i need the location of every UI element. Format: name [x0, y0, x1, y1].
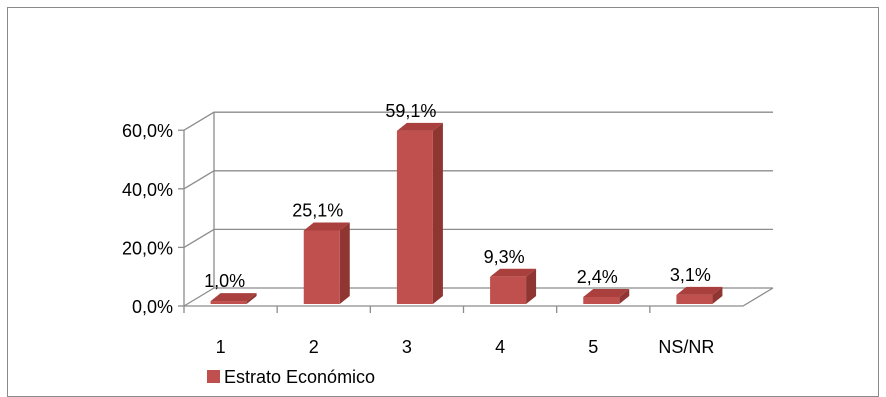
y-tick-label: 60,0% [122, 121, 173, 141]
legend-swatch [207, 370, 220, 383]
bar-side [246, 293, 257, 304]
gridline [183, 170, 773, 190]
legend: Estrato Económico [207, 367, 375, 387]
data-label: 2,4% [577, 267, 618, 287]
x-tick-labels: 1 2 3 4 5 NS/NR [216, 337, 715, 357]
bar-front [303, 230, 340, 304]
bar-top [490, 268, 537, 277]
bar [210, 293, 257, 304]
bar [396, 122, 443, 304]
x-tick-label: NS/NR [658, 337, 714, 357]
bar [490, 268, 537, 304]
gridline [183, 111, 773, 131]
bar-top [210, 293, 257, 302]
bar-top [676, 286, 723, 295]
data-labels: 1,0% 25,1% 59,1% 9,3% 2,4% 3,1% [204, 101, 711, 291]
y-tick-labels: 0,0% 20,0% 40,0% 60,0% [122, 121, 173, 317]
x-tick-label: 4 [495, 337, 505, 357]
bar-front [210, 301, 247, 304]
bar-front [583, 296, 620, 304]
bar-side [712, 286, 723, 304]
y-tick-label: 40,0% [122, 180, 173, 200]
bar-front [396, 130, 433, 304]
bars [210, 122, 723, 304]
bar [676, 286, 723, 304]
bar-side [526, 268, 537, 304]
bar-side [619, 288, 630, 304]
gridline [183, 228, 773, 248]
bar-side [432, 122, 443, 304]
chart-frame: 0,0% 20,0% 40,0% 60,0% 1 2 3 4 5 NS/NR 1,0% 25,1%… [7, 7, 879, 397]
bar-top [303, 222, 350, 231]
x-tick-label: 3 [402, 337, 412, 357]
bar-front [490, 276, 527, 304]
data-label: 3,1% [670, 265, 711, 285]
data-label: 25,1% [292, 200, 343, 220]
legend-label: Estrato Económico [224, 367, 375, 387]
x-tick-label: 2 [309, 337, 319, 357]
y-tick-label: 20,0% [122, 238, 173, 258]
axes [178, 112, 774, 313]
data-label: 9,3% [484, 247, 525, 267]
x-tick-label: 5 [588, 337, 598, 357]
data-label: 1,0% [204, 271, 245, 291]
bar-front [676, 294, 713, 304]
bar-top [396, 122, 443, 131]
y-tick-label: 0,0% [132, 297, 173, 317]
bar [303, 222, 350, 304]
bar-chart: 0,0% 20,0% 40,0% 60,0% 1 2 3 4 5 NS/NR 1,0% 25,1%… [122, 101, 774, 387]
bar [583, 288, 630, 304]
bar-top [583, 288, 630, 297]
data-label: 59,1% [385, 101, 436, 121]
bar-side [339, 222, 350, 304]
x-tick-label: 1 [216, 337, 226, 357]
